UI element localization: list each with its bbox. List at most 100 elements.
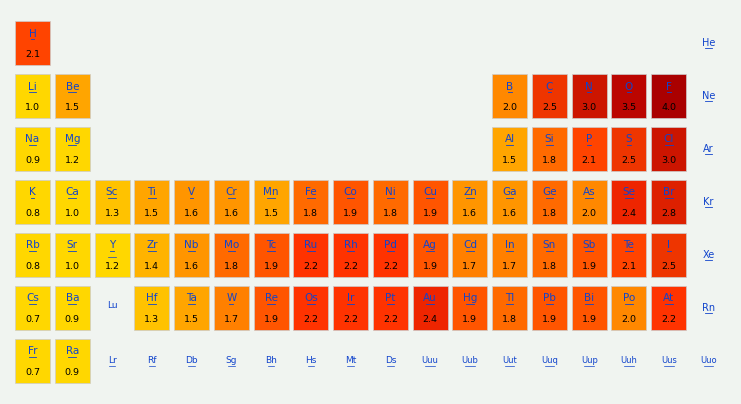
Text: Db: Db <box>185 356 198 366</box>
Text: Co: Co <box>344 187 357 198</box>
Bar <box>253 286 288 330</box>
Text: 2.2: 2.2 <box>303 262 319 271</box>
Text: Bh: Bh <box>265 356 277 366</box>
Text: As: As <box>583 187 596 198</box>
Bar <box>134 233 169 277</box>
Text: Cl: Cl <box>663 135 674 145</box>
Text: Sb: Sb <box>582 240 596 250</box>
Text: 2.2: 2.2 <box>661 315 677 324</box>
Bar <box>611 180 646 224</box>
Text: 1.0: 1.0 <box>64 262 80 271</box>
Text: Rb: Rb <box>26 240 39 250</box>
Text: Pt: Pt <box>385 293 396 303</box>
Bar <box>333 286 368 330</box>
Bar <box>55 233 90 277</box>
Text: Ga: Ga <box>502 187 517 198</box>
Text: 2.1: 2.1 <box>582 156 597 165</box>
Bar <box>253 233 288 277</box>
Text: 2.4: 2.4 <box>422 315 438 324</box>
Bar <box>95 233 130 277</box>
Text: Cd: Cd <box>463 240 477 250</box>
Text: 2.0: 2.0 <box>502 103 517 112</box>
Bar <box>651 74 686 118</box>
Text: Ag: Ag <box>423 240 437 250</box>
Bar <box>174 233 209 277</box>
Text: 2.4: 2.4 <box>622 209 637 218</box>
Text: 1.8: 1.8 <box>542 262 557 271</box>
Text: 2.1: 2.1 <box>25 50 40 59</box>
Bar <box>253 180 288 224</box>
Text: Hg: Hg <box>462 293 477 303</box>
Bar <box>15 180 50 224</box>
Text: Ta: Ta <box>186 293 197 303</box>
Text: 1.6: 1.6 <box>502 209 517 218</box>
Bar <box>373 233 408 277</box>
Text: 1.3: 1.3 <box>104 209 119 218</box>
Text: 1.7: 1.7 <box>224 315 239 324</box>
Text: Ca: Ca <box>65 187 79 198</box>
Bar <box>95 180 130 224</box>
Text: 3.5: 3.5 <box>622 103 637 112</box>
Text: Re: Re <box>265 293 278 303</box>
Text: Bi: Bi <box>584 293 594 303</box>
Text: 2.5: 2.5 <box>661 262 677 271</box>
Bar <box>413 286 448 330</box>
Bar <box>373 180 408 224</box>
Text: Y: Y <box>109 240 115 250</box>
Bar <box>492 286 527 330</box>
Text: 2.2: 2.2 <box>343 262 358 271</box>
Text: Ba: Ba <box>65 293 79 303</box>
Text: Cs: Cs <box>26 293 39 303</box>
Text: Ds: Ds <box>385 356 396 366</box>
Text: H: H <box>29 29 36 38</box>
Bar <box>651 233 686 277</box>
Text: 2.2: 2.2 <box>303 315 319 324</box>
Text: S: S <box>625 135 632 145</box>
Bar <box>572 180 607 224</box>
Bar <box>611 286 646 330</box>
Text: Mg: Mg <box>64 135 80 145</box>
Text: 1.9: 1.9 <box>264 262 279 271</box>
Text: 1.8: 1.8 <box>542 156 557 165</box>
Text: 2.5: 2.5 <box>542 103 557 112</box>
Text: 1.8: 1.8 <box>224 262 239 271</box>
Bar <box>651 286 686 330</box>
Text: Cu: Cu <box>423 187 437 198</box>
Text: Br: Br <box>663 187 674 198</box>
Text: Hs: Hs <box>305 356 316 366</box>
Text: Tc: Tc <box>266 240 276 250</box>
Bar <box>453 286 488 330</box>
Text: 1.6: 1.6 <box>184 209 199 218</box>
Text: I: I <box>667 240 670 250</box>
Text: 1.5: 1.5 <box>502 156 517 165</box>
Text: 1.8: 1.8 <box>383 209 398 218</box>
Bar <box>15 127 50 171</box>
Bar <box>413 180 448 224</box>
Bar <box>293 180 328 224</box>
Text: Li: Li <box>28 82 37 92</box>
Text: Pb: Pb <box>543 293 556 303</box>
Bar <box>55 339 90 383</box>
Text: Tl: Tl <box>505 293 514 303</box>
Bar <box>373 286 408 330</box>
Text: 1.9: 1.9 <box>422 262 438 271</box>
Bar <box>333 180 368 224</box>
Text: Al: Al <box>505 135 515 145</box>
Text: Uuu: Uuu <box>422 356 439 366</box>
Bar <box>134 286 169 330</box>
Bar <box>15 74 50 118</box>
Text: 0.9: 0.9 <box>64 315 80 324</box>
Text: At: At <box>663 293 674 303</box>
Text: Se: Se <box>622 187 636 198</box>
Bar <box>55 127 90 171</box>
Text: 2.0: 2.0 <box>582 209 597 218</box>
Text: Uub: Uub <box>462 356 479 366</box>
Text: 1.9: 1.9 <box>542 315 557 324</box>
Bar <box>572 286 607 330</box>
Text: C: C <box>546 82 553 92</box>
Text: Te: Te <box>623 240 634 250</box>
Text: Mo: Mo <box>224 240 239 250</box>
Text: W: W <box>226 293 236 303</box>
Text: 0.9: 0.9 <box>25 156 40 165</box>
Bar <box>453 233 488 277</box>
